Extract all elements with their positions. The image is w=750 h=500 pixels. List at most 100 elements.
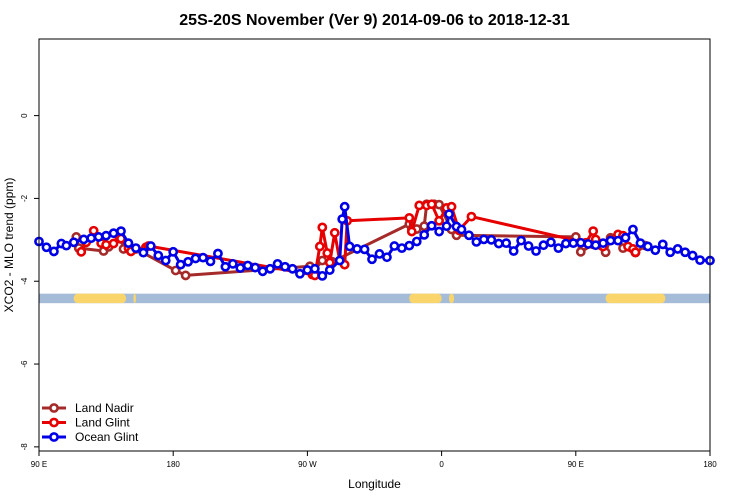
data-point — [466, 211, 477, 222]
data-point — [250, 262, 261, 273]
data-point — [464, 230, 474, 241]
land-ocean-mask — [39, 293, 710, 304]
legend-swatch-marker — [49, 403, 59, 413]
x-axis: 90 E 180 90 W 0 90 E 180 — [31, 451, 717, 469]
legend-swatch-marker — [49, 417, 59, 428]
data-point — [501, 238, 512, 249]
data-point — [339, 201, 350, 212]
data-point — [598, 238, 609, 249]
series-line — [74, 202, 647, 277]
data-point — [242, 260, 253, 271]
data-point — [508, 246, 519, 256]
data-point — [434, 215, 445, 226]
data-point — [546, 237, 556, 248]
data-point — [374, 249, 385, 259]
data-point — [359, 244, 370, 255]
data-point — [665, 247, 676, 258]
data-point — [235, 263, 246, 273]
data-point — [426, 220, 437, 231]
data-point — [86, 233, 97, 244]
chart-title: 25S-20S November (Ver 9) 2014-09-06 to 2… — [179, 12, 570, 29]
data-point — [516, 235, 527, 246]
data-point — [419, 229, 430, 240]
y-tick-label: 0 — [20, 113, 29, 118]
y-tick-label: -2 — [20, 194, 29, 202]
data-point — [367, 254, 377, 265]
legend-entry-land-glint: Land Glint — [42, 416, 130, 430]
data-point — [302, 265, 313, 275]
data-point — [322, 248, 333, 258]
data-point — [272, 258, 283, 269]
y-axis: 0 -2 -4 -6 -8 — [20, 113, 39, 450]
data-point — [145, 241, 156, 251]
data-point — [324, 257, 335, 268]
data-point — [295, 268, 305, 279]
data-point — [642, 241, 653, 252]
legend-entry-land-nadir: Land Nadir — [42, 401, 134, 415]
data-point — [493, 238, 504, 249]
data-point — [456, 224, 467, 235]
data-point — [180, 270, 191, 281]
data-point — [93, 232, 104, 242]
data-point — [531, 246, 541, 256]
plot-frame — [38, 38, 711, 452]
data-point — [389, 241, 400, 251]
data-point — [426, 199, 437, 210]
data-point — [76, 246, 87, 257]
data-point — [317, 270, 328, 281]
data-point — [153, 250, 164, 261]
data-point — [588, 226, 599, 237]
land-segment — [409, 293, 442, 304]
data-point — [287, 263, 298, 274]
land-segment — [605, 293, 666, 304]
data-point — [687, 250, 698, 261]
data-point — [419, 221, 430, 232]
data-point — [334, 255, 345, 266]
data-point — [605, 235, 616, 246]
series-ocean-glint — [34, 201, 715, 281]
data-point — [478, 234, 489, 245]
data-point — [382, 252, 392, 263]
data-point — [183, 256, 194, 267]
data-point — [160, 255, 171, 266]
data-point — [190, 253, 201, 264]
data-point — [672, 244, 683, 254]
land-segment — [133, 293, 136, 304]
data-point — [568, 238, 579, 249]
data-point — [257, 266, 268, 277]
data-point — [650, 245, 661, 256]
data-point — [553, 243, 564, 254]
data-point — [61, 240, 72, 251]
x-tick-label: 90 E — [31, 460, 47, 469]
data-point — [560, 238, 571, 249]
data-point — [168, 246, 179, 257]
data-point — [68, 237, 79, 248]
data-point — [434, 199, 445, 210]
legend-entry-ocean-glint: Ocean Glint — [42, 430, 139, 444]
data-point — [404, 212, 415, 223]
data-point — [414, 200, 425, 211]
data-point — [265, 263, 276, 274]
land-segment — [449, 293, 455, 304]
ocean-strip — [39, 293, 710, 304]
legend-label: Land Glint — [75, 416, 130, 430]
data-point — [575, 246, 586, 257]
x-tick-label: 90 W — [298, 460, 317, 469]
data-point — [538, 240, 549, 251]
data-point — [78, 234, 89, 245]
data-point — [116, 226, 126, 237]
data-point — [630, 247, 641, 258]
data-point — [434, 226, 445, 237]
data-point — [131, 243, 141, 254]
data-point — [280, 261, 290, 272]
y-tick-label: -6 — [20, 360, 29, 368]
data-point — [446, 201, 457, 212]
x-tick-label: 180 — [703, 460, 717, 469]
data-point — [138, 247, 149, 258]
x-tick-label: 0 — [439, 460, 444, 469]
data-point — [227, 258, 238, 269]
data-point — [309, 263, 320, 274]
data-point — [523, 241, 534, 251]
